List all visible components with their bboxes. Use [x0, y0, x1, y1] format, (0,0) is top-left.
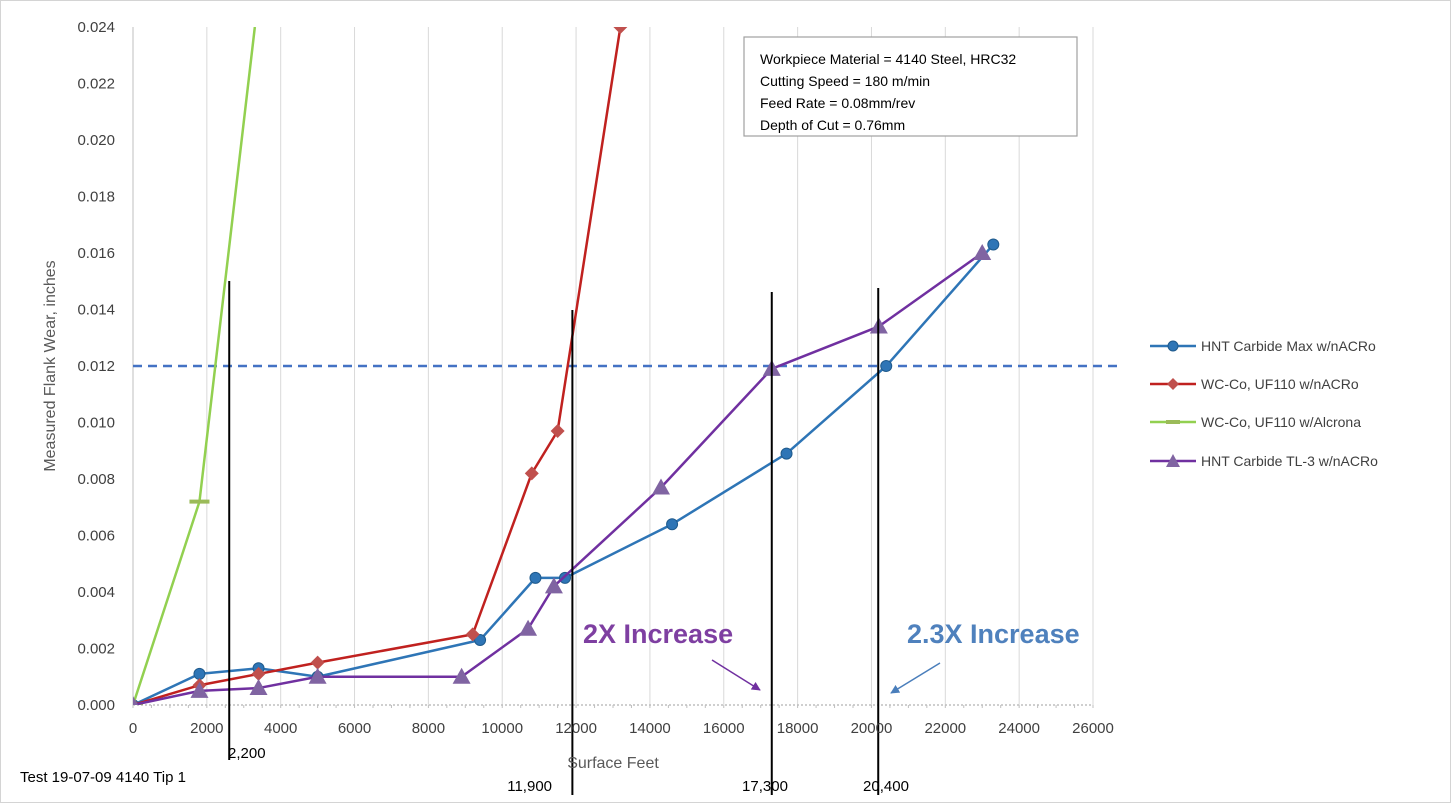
- legend-item-wc-co-nacro: WC-Co, UF110 w/nACRo: [1150, 376, 1359, 392]
- data-point: [780, 447, 793, 460]
- y-tick-label: 0.008: [77, 471, 115, 488]
- legend-item-hnt-max: HNT Carbide Max w/nACRo: [1150, 338, 1376, 354]
- data-point: [550, 423, 565, 438]
- x-tick-label: 20000: [851, 720, 893, 737]
- y-tick-label: 0.006: [77, 528, 115, 545]
- data-point: [973, 244, 992, 260]
- info-box: Workpiece Material = 4140 Steel, HRC32 C…: [743, 36, 1078, 137]
- data-point: [519, 619, 538, 636]
- y-axis-title: Measured Flank Wear, inches: [42, 260, 59, 471]
- series-0: [133, 238, 1000, 705]
- data-point: [193, 667, 206, 680]
- x-tick-label: 2000: [190, 720, 223, 737]
- series-line: [133, 251, 983, 705]
- data-point: [666, 518, 679, 531]
- data-point: [474, 634, 487, 647]
- data-point: [652, 478, 670, 495]
- series-3: [133, 244, 992, 705]
- x-tick-label: 26000: [1072, 720, 1114, 737]
- annotation-2-3x: 2.3X Increase: [890, 619, 1080, 694]
- annotation-2-3x-text: 2.3X Increase: [907, 619, 1080, 649]
- x-tick-label: 14000: [629, 720, 671, 737]
- legend: HNT Carbide Max w/nACRo WC-Co, UF110 w/n…: [1150, 338, 1378, 469]
- info-line-2: Cutting Speed = 180 m/min: [760, 73, 930, 89]
- marker-label: 20,400: [863, 778, 909, 795]
- x-tick-label: 16000: [703, 720, 745, 737]
- series-line: [133, 243, 995, 705]
- y-tick-label: 0.018: [77, 189, 115, 206]
- marker-label: 2,200: [228, 745, 266, 762]
- data-point: [987, 238, 1000, 251]
- data-point: [452, 667, 471, 684]
- x-tick-label: 4000: [264, 720, 297, 737]
- y-tick-label: 0.020: [77, 132, 115, 149]
- y-tick-label: 0.012: [77, 358, 115, 375]
- y-tick-label: 0.016: [77, 245, 115, 262]
- annotation-2-3x-arrow: [890, 662, 941, 694]
- y-tick-label: 0.004: [77, 584, 115, 601]
- annotation-2x: 2X Increase: [583, 619, 761, 691]
- data-point: [613, 27, 628, 34]
- y-tick-label: 0.000: [77, 697, 115, 714]
- series-2: [133, 27, 257, 705]
- data-point: [190, 681, 209, 698]
- y-tick-label: 0.010: [77, 415, 115, 432]
- annotation-2x-text: 2X Increase: [583, 619, 733, 649]
- data-point: [133, 696, 139, 705]
- y-tick-label: 0.002: [77, 641, 115, 658]
- y-tick-label: 0.014: [77, 302, 115, 319]
- legend-item-wc-co-alcrona: WC-Co, UF110 w/Alcrona: [1150, 414, 1361, 430]
- x-tick-label: 12000: [555, 720, 597, 737]
- y-tick-label: 0.024: [77, 19, 115, 36]
- data-point: [544, 577, 563, 594]
- data-point: [189, 499, 210, 504]
- legend-label-wc-co-alcrona: WC-Co, UF110 w/Alcrona: [1201, 414, 1361, 430]
- x-tick-label: 22000: [924, 720, 966, 737]
- data-point: [249, 679, 268, 696]
- series-group: [133, 27, 1000, 705]
- legend-item-hnt-tl3: HNT Carbide TL-3 w/nACRo: [1150, 453, 1378, 469]
- vertical-markers: 2,200 11,900 17,300 20,400: [228, 281, 909, 795]
- x-tick-label: 10000: [481, 720, 523, 737]
- data-point: [310, 655, 325, 670]
- annotation-2x-arrow: [711, 659, 761, 691]
- marker-label: 11,900: [507, 778, 552, 795]
- info-line-4: Depth of Cut = 0.76mm: [760, 117, 905, 133]
- legend-label-wc-co-nacro: WC-Co, UF110 w/nACRo: [1201, 376, 1359, 392]
- x-tick-label: 8000: [412, 720, 445, 737]
- data-point: [524, 466, 539, 481]
- data-point: [465, 627, 480, 642]
- data-point: [251, 666, 266, 681]
- info-line-1: Workpiece Material = 4140 Steel, HRC32: [760, 51, 1016, 67]
- data-point: [529, 571, 542, 584]
- data-point: [880, 360, 893, 372]
- x-tick-label: 0: [129, 720, 137, 737]
- x-tick-label: 24000: [998, 720, 1040, 737]
- series-line: [133, 27, 622, 705]
- x-tick-label: 18000: [777, 720, 819, 737]
- y-tick-label: 0.022: [77, 76, 115, 93]
- legend-label-hnt-tl3: HNT Carbide TL-3 w/nACRo: [1201, 453, 1378, 469]
- tick-labels: 0 2000 4000 6000 8000 10000 12000 14000 16000 180…: [77, 19, 1113, 737]
- x-tick-label: 6000: [338, 720, 371, 737]
- footnote: Test 19-07-09 4140 Tip 1: [20, 769, 186, 786]
- legend-label-hnt-max: HNT Carbide Max w/nACRo: [1201, 338, 1376, 354]
- data-point: [308, 667, 327, 684]
- x-axis-title: Surface Feet: [567, 755, 659, 772]
- info-line-3: Feed Rate = 0.08mm/rev: [760, 95, 915, 111]
- marker-label: 17,300: [742, 778, 788, 795]
